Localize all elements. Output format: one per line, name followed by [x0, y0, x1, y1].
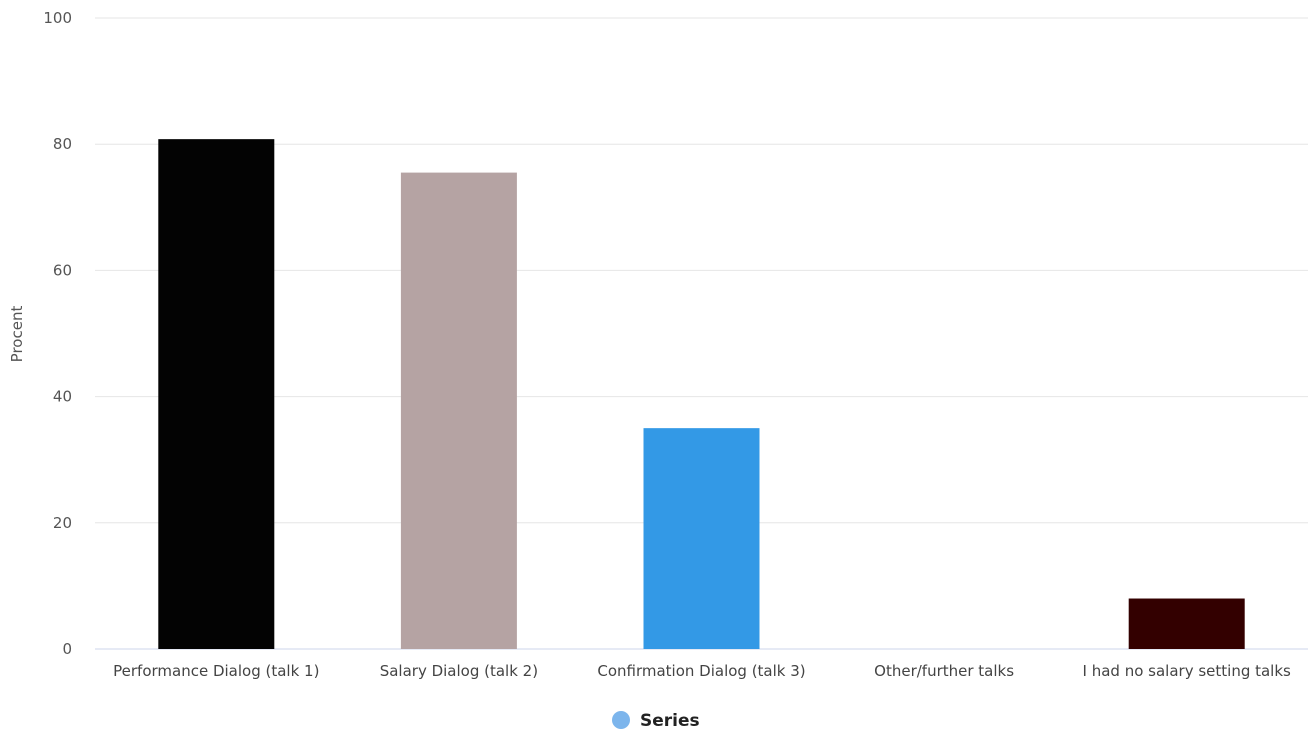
y-axis-ticks: 0 20 40 60 80 100 [43, 9, 72, 658]
x-category-label: I had no salary setting talks [1083, 662, 1292, 680]
bar-2[interactable] [643, 428, 760, 649]
x-category-label: Salary Dialog (talk 2) [380, 662, 538, 680]
y-tick-label: 60 [53, 261, 72, 279]
grid-lines [95, 17, 1308, 650]
x-axis-labels: Performance Dialog (talk 1) Salary Dialog… [113, 662, 1291, 680]
y-tick-label: 0 [62, 640, 72, 658]
legend[interactable]: Series [612, 711, 700, 731]
x-category-label: Other/further talks [874, 662, 1014, 680]
bars [158, 139, 1245, 650]
x-category-label: Confirmation Dialog (talk 3) [597, 662, 805, 680]
y-tick-label: 40 [53, 388, 72, 406]
x-category-label: Performance Dialog (talk 1) [113, 662, 319, 680]
y-tick-label: 20 [53, 514, 72, 532]
y-tick-label: 80 [53, 135, 72, 153]
legend-label: Series [640, 711, 700, 731]
bar-1[interactable] [400, 172, 517, 649]
legend-marker-icon [612, 711, 630, 729]
y-axis-title: Procent [8, 306, 26, 363]
y-tick-label: 100 [43, 9, 72, 27]
bar-0[interactable] [158, 139, 275, 650]
bar-4[interactable] [1128, 598, 1245, 649]
